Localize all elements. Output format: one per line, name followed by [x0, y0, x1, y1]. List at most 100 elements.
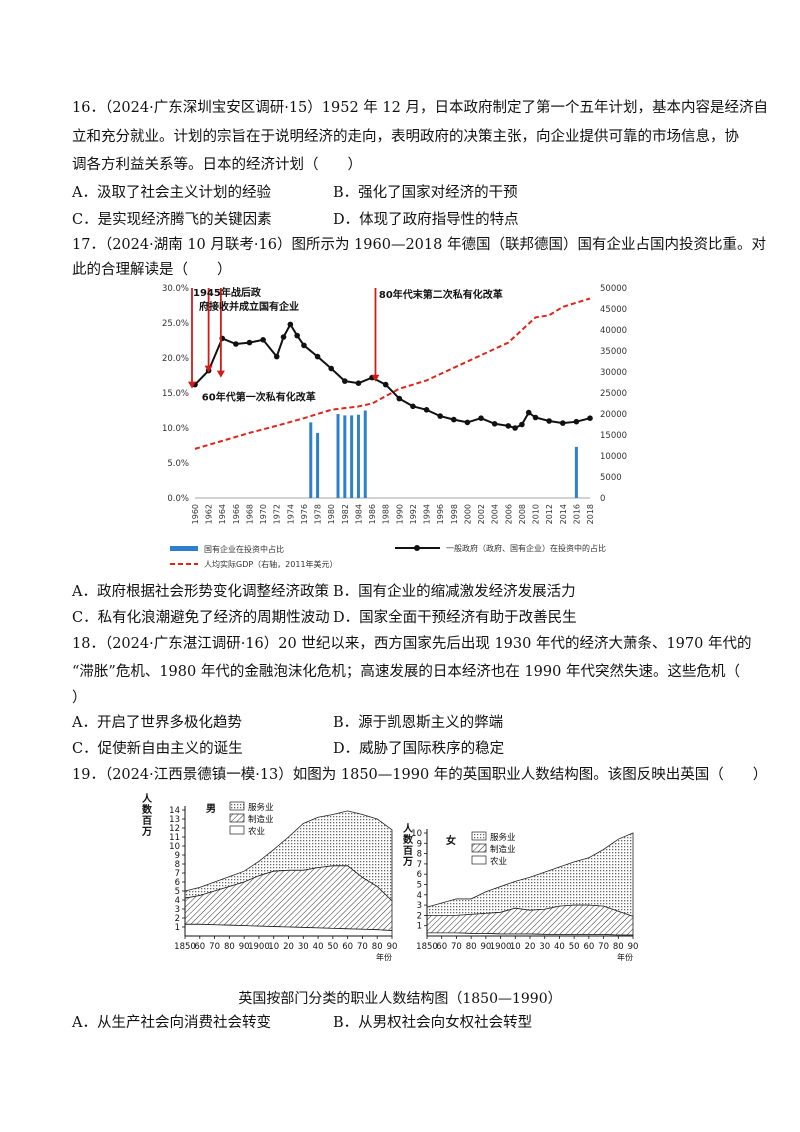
x-tick-label: 2004 [491, 504, 500, 524]
arrow-60s-b-head [216, 370, 225, 378]
y-tick-label: 2 [175, 914, 180, 924]
y-tick-label: 10 [411, 829, 422, 839]
government-share-point [294, 332, 300, 339]
y-axis-title-char: 人 [142, 792, 153, 805]
q17-option-a[interactable]: A．政府根据社会形势变化调整经济政策 [72, 584, 329, 600]
right-tick-label: 30000 [600, 368, 627, 378]
government-share-point [382, 381, 389, 388]
gdp-dashed-line [194, 297, 591, 450]
legend-swatch [229, 813, 245, 823]
annotation-80s: 80年代末第二次私有化改革 [379, 288, 503, 301]
q17-option-d[interactable]: D．国家全面干预经济有助于改善民生 [333, 610, 577, 626]
x-tick-label: 1986 [368, 504, 377, 524]
bar-soe-share [363, 410, 367, 498]
government-share-point [423, 407, 430, 413]
q16-option-c[interactable]: C．是实现经济腾飞的关键因素 [72, 212, 272, 228]
chart-title: 女 [446, 834, 456, 847]
line-series-government-share [192, 321, 593, 431]
right-tick-label: 20000 [600, 410, 627, 420]
x-tick-label: 1976 [300, 504, 309, 524]
government-share-point [287, 321, 294, 328]
government-share-point [314, 353, 321, 360]
x-tick-label: 1994 [423, 504, 432, 524]
q18-option-d[interactable]: D．威胁了国际秩序的稳定 [333, 741, 505, 757]
x-tick-label: 80 [613, 942, 624, 952]
y-tick-label: 4 [417, 891, 422, 901]
government-share-line [194, 322, 591, 430]
q17-option-b[interactable]: B．国有企业的缩减激发经济发展活力 [333, 584, 576, 600]
x-tick-label: 90 [239, 942, 250, 952]
q18-option-a[interactable]: A．开启了世界多极化趋势 [72, 715, 242, 731]
x-tick-label: 1966 [232, 504, 241, 524]
government-share-point [342, 378, 348, 384]
government-share-point [478, 415, 484, 421]
x-axis-title: 年份 [376, 952, 392, 962]
legend-label: 农业 [248, 826, 265, 837]
y-tick-label: 5 [175, 887, 180, 897]
x-tick-label: 1964 [218, 504, 227, 524]
x-tick-label: 1972 [273, 504, 282, 524]
q18-option-c[interactable]: C．促使新自由主义的诞生 [72, 741, 243, 757]
x-tick-label: 2002 [477, 504, 486, 524]
x-tick-label: 1850 [174, 942, 196, 952]
legend-label-line: 一般政府（政府、国有企业）在投资中的占比 [446, 543, 606, 553]
q19-option-b[interactable]: B．从男权社会向女权社会转型 [333, 1015, 533, 1031]
y-tick-label: 8 [417, 850, 422, 860]
q16-option-d[interactable]: D．体现了政府指导性的特点 [333, 212, 519, 228]
x-tick-label: 40 [313, 942, 324, 952]
left-tick-label: 20.0% [162, 354, 189, 364]
q16-option-b[interactable]: B．强化了国家对经济的干预 [333, 185, 518, 201]
x-tick-label: 80 [372, 942, 383, 952]
x-tick-label: 2006 [504, 504, 513, 524]
x-tick-label: 1982 [341, 504, 350, 524]
x-tick-label: 10 [510, 942, 521, 952]
right-tick-label: 5000 [600, 473, 622, 483]
government-share-point [437, 413, 443, 419]
x-tick-label: 70 [598, 942, 609, 952]
x-tick-label: 1990 [395, 504, 404, 524]
government-share-point [450, 416, 457, 423]
government-share-point [246, 339, 253, 346]
arrow-80s-head [371, 374, 380, 382]
x-tick-label: 1988 [382, 504, 391, 524]
x-tick-label: 80 [466, 942, 477, 952]
x-tick-label: 1900 [490, 942, 512, 952]
chart-title: 男 [206, 803, 216, 815]
legend-swatch-line-dot [414, 545, 420, 551]
left-tick-label: 5.0% [167, 459, 189, 469]
government-share-point [546, 418, 552, 424]
y-tick-label: 1 [417, 922, 422, 932]
q18-option-b[interactable]: B．源于凯恩斯主义的弊端 [333, 715, 504, 731]
bar-soe-share [316, 432, 320, 498]
government-share-point [559, 420, 566, 426]
legend-label: 服务业 [248, 802, 274, 813]
q19-option-a[interactable]: A．从生产社会向消费社会转变 [72, 1015, 271, 1031]
q17-option-c[interactable]: C．私有化浪潮避免了经济的周期性波动 [72, 610, 330, 626]
government-share-point [280, 334, 287, 340]
government-share-point [491, 421, 498, 427]
x-tick-label: 2018 [586, 504, 595, 524]
x-tick-label: 1970 [259, 504, 268, 524]
x-axis-title: 年份 [617, 952, 633, 962]
y-axis-title-char: 人 [403, 822, 414, 835]
x-tick-label: 30 [298, 942, 309, 952]
legend-label: 农业 [490, 856, 507, 867]
x-tick-label: 2012 [545, 504, 554, 524]
legend-swatch-bar [170, 546, 198, 551]
x-tick-label: 2000 [463, 504, 472, 524]
left-tick-label: 15.0% [162, 389, 189, 399]
q16-stem-line1: 16．（2024·广东深圳宝安区调研·15）1952 年 12 月，日本政府制定… [72, 100, 768, 116]
right-tick-label: 35000 [600, 347, 627, 357]
y-tick-label: 7 [175, 869, 180, 879]
x-tick-label: 30 [539, 942, 550, 952]
x-tick-label: 2016 [572, 504, 581, 524]
q16-option-a[interactable]: A．汲取了社会主义计划的经验 [72, 185, 271, 201]
y-axis-title-char: 万 [141, 826, 152, 838]
chart-legend: 国有企业在投资中占比 一般政府（政府、国有企业）在投资中的占比人均实际GDP（右轴… [170, 543, 606, 569]
germany-investment-chart: 0.0% 5.0% 10.0% 15.0% 20.0% 25.0% 30.0% 0 5000 10… [162, 284, 627, 569]
government-share-point [396, 395, 403, 402]
y-tick-label: 14 [169, 806, 180, 816]
y-tick-label: 2 [417, 911, 422, 921]
